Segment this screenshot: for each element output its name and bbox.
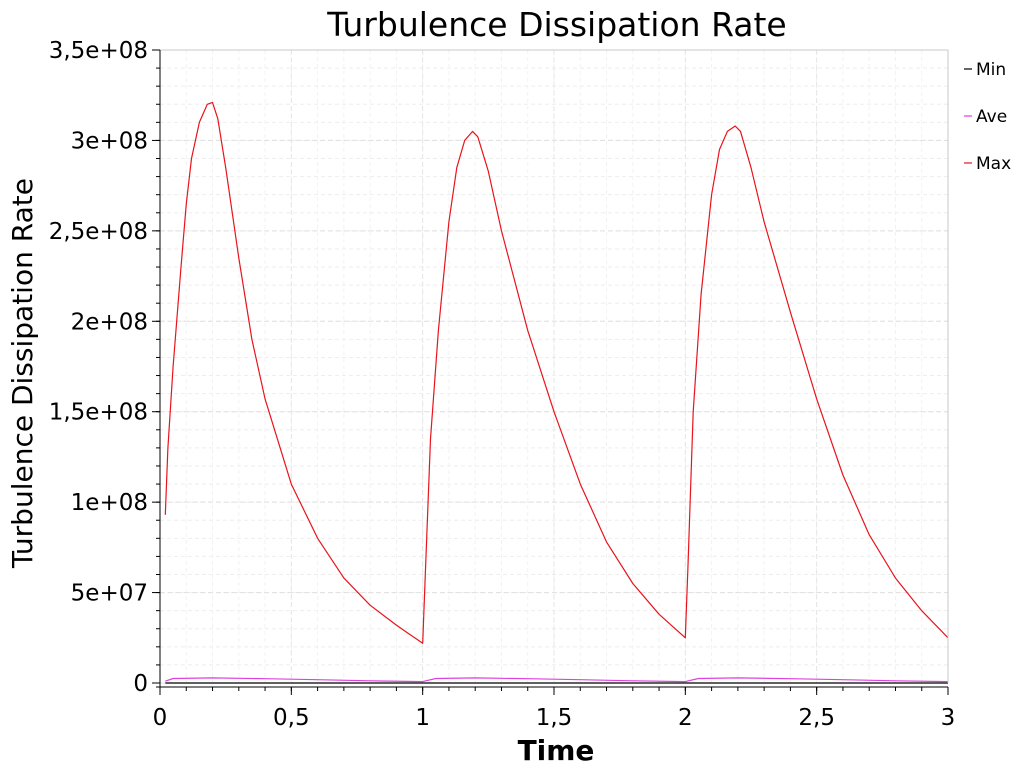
y-tick-label: 3e+08: [71, 128, 148, 154]
x-tick-label: 1: [415, 705, 430, 731]
y-tick-label: 3,5e+08: [49, 38, 148, 64]
legend-label-ave: Ave: [976, 107, 1007, 127]
legend-label-min: Min: [976, 60, 1006, 80]
y-tick-label: 0: [133, 671, 148, 697]
y-tick-label: 1e+08: [71, 490, 148, 516]
plot-area: [164, 101, 949, 684]
axes: 0 5e+07 1e+08 1,5e+08 2e+08 2,5e+08 3e+08 3,5e+…: [49, 38, 956, 731]
y-tick-label: 2e+08: [71, 309, 148, 335]
y-axis-title: Turbulence Dissipation Rate: [6, 178, 39, 569]
x-tick-label: 3: [941, 705, 956, 731]
y-tick-label: 5e+07: [71, 581, 148, 607]
x-tick-label: 0: [153, 705, 168, 731]
chart-title: Turbulence Dissipation Rate: [326, 5, 787, 44]
x-tick-label: 1,5: [536, 705, 573, 731]
x-tick-label: 0,5: [273, 705, 310, 731]
grid-lines: [159, 49, 949, 684]
x-tick-label: 2,5: [798, 705, 835, 731]
series-line-max: [164, 101, 949, 644]
legend: Min Ave Max: [964, 60, 1011, 174]
legend-label-max: Max: [976, 154, 1011, 174]
x-tick-label: 2: [678, 705, 693, 731]
y-tick-label: 2,5e+08: [49, 219, 148, 245]
series-line-ave: [165, 677, 949, 683]
y-tick-label: 1,5e+08: [49, 400, 148, 426]
x-axis-title: Time: [518, 734, 595, 767]
